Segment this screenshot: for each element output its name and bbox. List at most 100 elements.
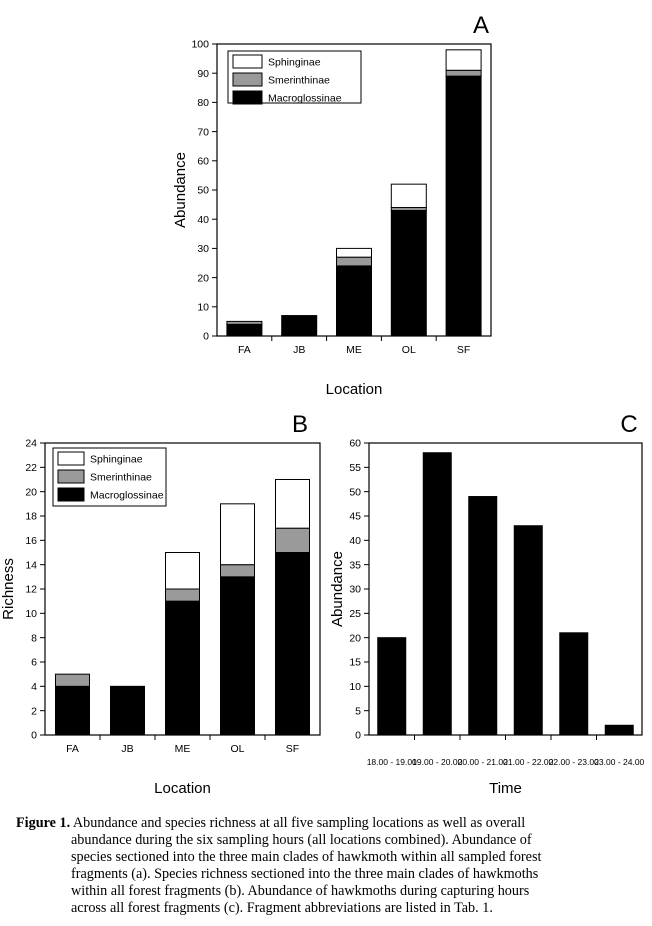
chart-b-bar-sphinginae bbox=[165, 552, 200, 590]
chart-a-panel-letter: A bbox=[473, 12, 489, 39]
chart-a-legend-label-smerinthinae: Smerinthinae bbox=[268, 75, 330, 87]
chart-panel-c: 0 5 10 15 20 25 30 35 40 45 50 55 60 18.00 - 19.0019.… bbox=[329, 411, 645, 797]
chart-b-x-tick-label: FA bbox=[66, 743, 79, 755]
caption-line-3: species sectioned into the three main cl… bbox=[71, 849, 542, 865]
chart-a-legend-label-sphinginae: Sphinginae bbox=[268, 57, 321, 69]
caption-line-6: across all forest fragments (c). Fragmen… bbox=[71, 900, 493, 916]
chart-c-x-tick-label: 22.00 - 23.00 bbox=[549, 757, 599, 767]
chart-b-bar-macroglossinae bbox=[275, 552, 310, 736]
chart-b-y-tick-label: 24 bbox=[25, 438, 37, 450]
chart-b-x-axis-title: Location bbox=[154, 780, 211, 797]
chart-c-y-tick-label: 55 bbox=[349, 462, 361, 474]
chart-b-y-tick-label: 4 bbox=[31, 681, 37, 693]
chart-c-y-tick-label: 30 bbox=[349, 584, 361, 596]
chart-a-y-tick-label: 90 bbox=[197, 68, 209, 80]
chart-a-bar-smerinthinae bbox=[445, 69, 482, 77]
chart-b-bar-smerinthinae bbox=[220, 564, 255, 578]
chart-b-y-tick-label: 20 bbox=[25, 486, 37, 498]
chart-a-bar-macroglossinae bbox=[281, 315, 318, 337]
chart-b-bar-sphinginae bbox=[275, 479, 310, 529]
chart-b-y-tick-label: 14 bbox=[25, 559, 37, 571]
chart-b-legend-swatch-smerinthinae bbox=[57, 469, 85, 484]
chart-a-legend-swatch-smerinthinae bbox=[232, 72, 263, 87]
chart-a-bar-sphinginae bbox=[390, 183, 427, 209]
caption-line-1: Abundance and species richness at all fi… bbox=[72, 815, 526, 831]
chart-c-bar-value bbox=[468, 496, 498, 736]
chart-c-x-axis-title: Time bbox=[489, 780, 522, 797]
chart-c-x-tick-label: 20.00 - 21.00 bbox=[458, 757, 508, 767]
chart-a-x-tick-label: ME bbox=[346, 344, 362, 356]
chart-b-x-tick-label: SF bbox=[286, 743, 299, 755]
caption-line-5: within all forest fragments (b). Abundan… bbox=[71, 883, 530, 899]
chart-b-y-tick-label: 2 bbox=[31, 705, 37, 717]
chart-c-y-tick-label: 15 bbox=[349, 657, 361, 669]
chart-c-y-tick-label: 60 bbox=[349, 438, 361, 450]
chart-b-legend-label-macroglossinae: Macroglossinae bbox=[90, 490, 164, 502]
chart-c-y-tick-label: 25 bbox=[349, 608, 361, 620]
chart-c-x-tick-label: 23.00 - 24.00 bbox=[594, 757, 644, 767]
caption-label: Figure 1. bbox=[16, 815, 71, 831]
chart-c-panel-letter: C bbox=[620, 411, 637, 438]
chart-c-y-tick-label: 50 bbox=[349, 486, 361, 498]
chart-a-bar-smerinthinae bbox=[226, 320, 263, 325]
chart-b-y-tick-label: 10 bbox=[25, 608, 37, 620]
chart-c-y-tick-label: 0 bbox=[355, 730, 361, 742]
chart-a-bar-macroglossinae bbox=[336, 265, 372, 337]
chart-c-y-tick-label: 10 bbox=[349, 681, 361, 693]
chart-a-legend-label-macroglossinae: Macroglossinae bbox=[268, 93, 342, 105]
chart-b-y-tick-label: 18 bbox=[25, 511, 37, 523]
chart-a-y-tick-label: 50 bbox=[197, 185, 209, 197]
chart-a-x-tick-label: OL bbox=[402, 344, 416, 356]
chart-c-y-tick-label: 40 bbox=[349, 535, 361, 547]
caption-line-4: fragments (a). Species richness sectione… bbox=[71, 866, 539, 882]
chart-a-y-tick-label: 70 bbox=[197, 126, 209, 138]
chart-b-legend-swatch-sphinginae bbox=[57, 451, 85, 466]
chart-b-bar-macroglossinae bbox=[55, 685, 90, 736]
chart-b-panel-letter: B bbox=[292, 411, 308, 438]
chart-c-plot-frame bbox=[368, 442, 643, 736]
chart-a-legend-swatch-macroglossinae bbox=[232, 90, 263, 105]
chart-a-y-tick-label: 60 bbox=[197, 156, 209, 168]
chart-b-x-tick-label: JB bbox=[121, 743, 133, 755]
chart-b-y-tick-label: 0 bbox=[31, 730, 37, 742]
chart-c-x-tick-label: 18.00 - 19.00 bbox=[367, 757, 417, 767]
chart-b-bar-smerinthinae bbox=[275, 527, 310, 554]
chart-b-bar-macroglossinae bbox=[220, 576, 255, 736]
chart-a-y-tick-label: 80 bbox=[197, 97, 209, 109]
chart-c-bar-value bbox=[513, 525, 543, 736]
chart-c-y-tick-label: 20 bbox=[349, 632, 361, 644]
chart-b-x-tick-label: OL bbox=[230, 743, 244, 755]
chart-b-bar-smerinthinae bbox=[165, 588, 200, 602]
chart-c-y-tick-label: 45 bbox=[349, 511, 361, 523]
chart-a-bar-sphinginae bbox=[336, 247, 372, 258]
chart-c-bar-value bbox=[377, 637, 407, 736]
chart-b-y-axis-title: Richness bbox=[0, 558, 17, 620]
chart-a-y-tick-label: 0 bbox=[203, 331, 209, 343]
chart-b-legend-label-sphinginae: Sphinginae bbox=[90, 454, 143, 466]
chart-a-x-tick-label: JB bbox=[293, 344, 305, 356]
chart-a-bar-sphinginae bbox=[445, 49, 482, 71]
chart-c-x-tick-label: 21.00 - 22.00 bbox=[503, 757, 553, 767]
chart-c-y-tick-label: 5 bbox=[355, 705, 361, 717]
chart-b-x-tick-label: ME bbox=[175, 743, 191, 755]
chart-c-bar-value bbox=[604, 724, 634, 736]
chart-a-bar-macroglossinae bbox=[226, 323, 263, 337]
chart-a-bar-macroglossinae bbox=[445, 75, 482, 337]
chart-b-bar-macroglossinae bbox=[110, 685, 145, 736]
chart-a-bar-macroglossinae bbox=[390, 209, 427, 337]
chart-a-y-tick-label: 100 bbox=[191, 39, 209, 51]
figure-caption: Figure 1. Abundance and species richness… bbox=[16, 815, 646, 917]
chart-a-x-tick-label: SF bbox=[457, 344, 470, 356]
chart-a-y-tick-label: 30 bbox=[197, 243, 209, 255]
chart-b-y-tick-label: 6 bbox=[31, 657, 37, 669]
chart-a-bar-smerinthinae bbox=[336, 256, 372, 267]
chart-b-legend-swatch-macroglossinae bbox=[57, 487, 85, 502]
chart-c-x-tick-label: 19.00 - 20.00 bbox=[412, 757, 462, 767]
chart-b-legend-label-smerinthinae: Smerinthinae bbox=[90, 472, 152, 484]
caption-line-2: abundance during the six sampling hours … bbox=[71, 832, 532, 848]
chart-c-y-tick-label: 35 bbox=[349, 559, 361, 571]
chart-b-y-tick-label: 12 bbox=[25, 584, 37, 596]
chart-c-y-axis-title: Abundance bbox=[329, 551, 346, 627]
chart-b-y-tick-label: 8 bbox=[31, 632, 37, 644]
